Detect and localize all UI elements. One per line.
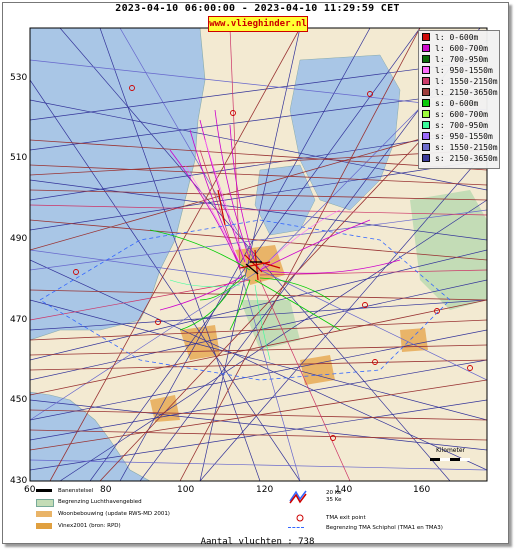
legend-swatch [422, 32, 430, 41]
time-range-title: 2023-04-10 06:00:00 - 2023-04-10 11:29:5… [115, 3, 400, 14]
x-tick-label: 120 [256, 485, 273, 495]
legend-item: s: 2150-3650m [422, 153, 498, 164]
map-key: Banenstelsel Begrenzing Luchthavengebied… [30, 487, 485, 535]
legend-label: s: 700-950m [435, 121, 488, 130]
tracks-high-landing [30, 28, 487, 481]
legend-item: l: 700-950m [422, 54, 488, 65]
legend-swatch [422, 109, 430, 118]
tma-exit-key-label: TMA exit point [326, 515, 366, 521]
legend-item: l: 1550-2150m [422, 76, 498, 87]
altitude-legend: l: 0-600m l: 600-700m l: 700-950m l: 950… [418, 30, 500, 169]
y-tick-label: 430 [10, 476, 27, 486]
legend-swatch [422, 54, 430, 63]
legend-item: l: 0-600m [422, 32, 478, 43]
legend-label: s: 600-700m [435, 110, 488, 119]
tracks-lowest-red [217, 189, 281, 281]
y-tick-label: 510 [10, 153, 27, 163]
tma-boundary-key-label: Begrenzing TMA Schiphol (TMA1 en TMA3) [326, 525, 443, 531]
legend-label: l: 600-700m [435, 44, 488, 53]
vinex-swatch [36, 523, 52, 529]
legend-item: s: 700-950m [422, 120, 488, 131]
legend-swatch [422, 142, 430, 151]
y-tick-label: 530 [10, 73, 27, 83]
legend-swatch [422, 76, 430, 85]
airport-boundary-key-label: Begrenzing Luchthavengebied [58, 499, 142, 505]
legend-item: s: 600-700m [422, 109, 488, 120]
tma-exit-points [73, 85, 473, 441]
airport-boundary-swatch [36, 499, 54, 507]
legend-item: l: 950-1550m [422, 65, 493, 76]
legend-item: s: 0-600m [422, 98, 478, 109]
runway-system [245, 261, 262, 275]
green-area [240, 300, 300, 350]
tma-boundary [39, 219, 451, 381]
legend-label: s: 1550-2150m [435, 143, 498, 152]
y-axis: 530 510 490 470 450 430 [10, 73, 27, 486]
legend-label: s: 2150-3650m [435, 154, 498, 163]
green-area [410, 190, 487, 310]
tma-exit-icon [296, 514, 304, 522]
kv-bottom-label: 35 Ke [326, 497, 342, 503]
legend-label: l: 0-600m [435, 33, 479, 42]
legend-swatch [422, 43, 430, 52]
legend-swatch [422, 153, 430, 162]
x-tick-label: 160 [413, 485, 430, 495]
legend-label: s: 0-600m [435, 99, 479, 108]
housing-key-label: Woonbebouwing (update RWS-MD 2001) [58, 511, 170, 517]
runway-swatch [36, 489, 52, 492]
tracks-high-departure [30, 28, 487, 481]
legend-item: s: 950-1550m [422, 131, 493, 142]
y-tick-label: 450 [10, 395, 27, 405]
housing-swatch [36, 511, 52, 517]
y-tick-label: 490 [10, 234, 27, 244]
legend-swatch [422, 65, 430, 74]
x-tick-label: 100 [177, 485, 194, 495]
flight-count: Aantal vluchten : 738 [200, 537, 315, 547]
scale-label: Kilometer [436, 447, 466, 454]
noise-contour-icon [289, 490, 307, 504]
legend-swatch [422, 98, 430, 107]
y-tick-label: 470 [10, 315, 27, 325]
legend-swatch [422, 120, 430, 129]
legend-label: l: 1550-2150m [435, 77, 498, 86]
site-banner-link[interactable]: www.vlieghinder.nl [208, 16, 308, 32]
runway-key-label: Banenstelsel [58, 488, 94, 494]
x-tick-label: 140 [335, 485, 352, 495]
tracks-low-green [149, 229, 341, 331]
tma-boundary-swatch [288, 527, 304, 528]
markermeer [254, 164, 316, 236]
x-tick-label: 80 [100, 485, 112, 495]
kv-top-label: 20 Ke [326, 490, 342, 496]
legend-item: l: 2150-3650m [422, 87, 498, 98]
legend-swatch [422, 131, 430, 140]
vinex-key-label: Vinex2001 (bron: RPD) [58, 523, 121, 529]
x-tick-label: 60 [24, 485, 36, 495]
legend-item: s: 1550-2150m [422, 142, 498, 153]
legend-item: l: 600-700m [422, 43, 488, 54]
tracks-mid-green [169, 279, 271, 361]
legend-label: l: 2150-3650m [435, 88, 498, 97]
tracks-mid-landing [30, 28, 487, 481]
legend-label: s: 950-1550m [435, 132, 493, 141]
scale-bar [430, 458, 470, 461]
x-axis: 60 80 100 120 140 160 [24, 485, 430, 495]
legend-swatch [422, 87, 430, 96]
legend-label: l: 950-1550m [435, 66, 493, 75]
legend-label: l: 700-950m [435, 55, 488, 64]
